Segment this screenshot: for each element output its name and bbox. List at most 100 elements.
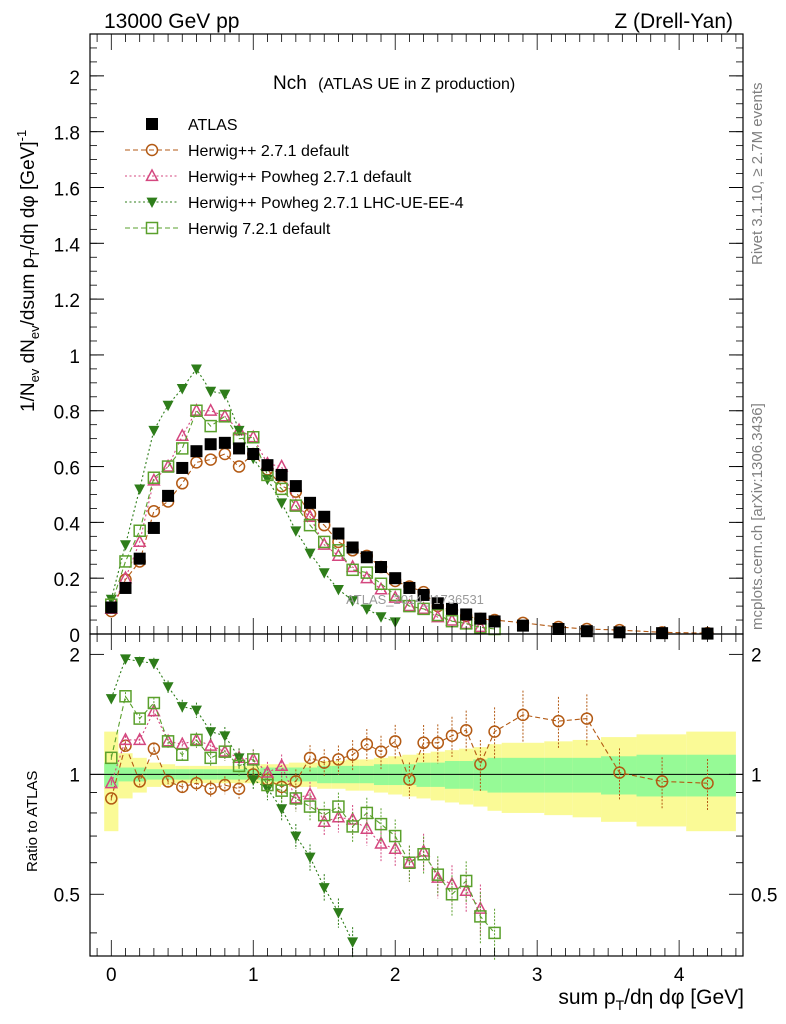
ratio-point-herwig-2-7-1-default xyxy=(374,745,388,758)
point-herwig-powheg-2-7-1-lhc-ue-ee-4 xyxy=(332,584,344,596)
ratio-point-herwig-powheg-2-7-1-default xyxy=(246,751,260,765)
point-atlas xyxy=(289,480,302,493)
ratio-point-herwig-powheg-2-7-1-lhc-ue-ee-4 xyxy=(332,908,344,919)
header-left: 13000 GeV pp xyxy=(104,10,239,33)
ratio-point-herwig-powheg-2-7-1-default xyxy=(274,758,289,772)
ratio-point-herwig-7-2-1-default xyxy=(190,733,203,747)
point-herwig-7-2-1-default xyxy=(133,524,146,537)
ratio-point-herwig-2-7-1-default xyxy=(655,775,669,788)
ratio-point-herwig-powheg-2-7-1-default xyxy=(147,703,161,717)
ratio-point-herwig-7-2-1-default xyxy=(303,800,317,813)
point-herwig-7-2-1-default xyxy=(176,442,189,455)
ratio-band-layer xyxy=(90,731,743,832)
ratio-point-herwig-powheg-2-7-1-default xyxy=(402,855,417,868)
point-atlas xyxy=(119,581,132,594)
ratio-point-herwig-7-2-1-default xyxy=(445,888,459,901)
ratio-line-herwig-powheg-2-7-1-default xyxy=(110,709,481,910)
series-line-herwig-2-7-1-default xyxy=(110,453,708,634)
point-herwig-powheg-2-7-1-lhc-ue-ee-4 xyxy=(176,384,188,395)
point-atlas xyxy=(176,461,189,474)
point-herwig-powheg-2-7-1-default xyxy=(416,601,431,615)
point-herwig-7-2-1-default xyxy=(360,566,374,579)
y-tick-label: 0 xyxy=(69,626,80,647)
ratio-point-herwig-2-7-1-default xyxy=(474,757,487,771)
point-herwig-2-7-1-default xyxy=(147,504,161,518)
point-herwig-powheg-2-7-1-lhc-ue-ee-4 xyxy=(162,400,174,412)
point-herwig-7-2-1-default xyxy=(218,410,232,423)
ratio-series-layer xyxy=(104,654,714,962)
ratio-point-herwig-powheg-2-7-1-default xyxy=(260,764,275,778)
point-herwig-powheg-2-7-1-default xyxy=(175,428,190,442)
ratio-point-herwig-2-7-1-default xyxy=(346,748,359,761)
chart-title-main: Nch xyxy=(273,73,307,94)
y-tick-label: 0.4 xyxy=(54,514,81,535)
legend-item-herwig-7-2-1-default: Herwig 7.2.1 default xyxy=(125,221,331,238)
point-atlas xyxy=(332,527,345,540)
point-atlas xyxy=(147,521,160,534)
legend-label: Herwig++ Powheg 2.7.1 LHC-UE-EE-4 xyxy=(188,195,464,212)
ratio-point-herwig-2-7-1-default xyxy=(303,751,317,765)
ratio-point-herwig-2-7-1-default xyxy=(147,742,161,755)
point-herwig-powheg-2-7-1-lhc-ue-ee-4 xyxy=(148,425,160,437)
ratio-point-herwig-powheg-2-7-1-lhc-ue-ee-4 xyxy=(233,753,245,764)
ratio-panel: 0 1 2 3 4 0.5 0.5 1 1 2 2 xyxy=(54,633,777,986)
ratio-point-herwig-7-2-1-default xyxy=(261,778,274,792)
point-herwig-powheg-2-7-1-default xyxy=(189,403,204,416)
ratio-point-herwig-7-2-1-default xyxy=(289,792,303,805)
ratio-line-herwig-2-7-1-default xyxy=(110,714,708,799)
ratio-point-herwig-2-7-1-default xyxy=(317,756,331,769)
ratio-point-herwig-2-7-1-default xyxy=(403,773,416,786)
ratio-point-herwig-7-2-1-default xyxy=(147,696,161,710)
point-atlas xyxy=(346,541,359,554)
point-herwig-powheg-2-7-1-lhc-ue-ee-4 xyxy=(276,498,288,509)
point-herwig-7-2-1-default xyxy=(374,577,388,591)
ratio-point-herwig-2-7-1-default xyxy=(417,736,430,750)
chart-title: Nch (ATLAS UE in Z production) xyxy=(273,73,515,94)
legend-label: ATLAS xyxy=(188,117,238,134)
ratio-point-herwig-2-7-1-default xyxy=(613,766,626,779)
y-tick-label: 0.6 xyxy=(54,459,80,480)
point-atlas xyxy=(375,561,388,574)
header-right: Z (Drell-Yan) xyxy=(614,10,733,33)
point-atlas xyxy=(247,448,260,460)
point-herwig-powheg-2-7-1-lhc-ue-ee-4 xyxy=(233,425,245,437)
x-tick-label: 4 xyxy=(674,965,685,986)
ratio-point-herwig-powheg-2-7-1-lhc-ue-ee-4 xyxy=(347,937,359,948)
point-atlas xyxy=(613,626,626,639)
ratio-point-herwig-powheg-2-7-1-lhc-ue-ee-4 xyxy=(119,654,131,665)
ratio-point-herwig-7-2-1-default xyxy=(176,748,189,761)
x-axis-label: sum pT/dη dφ [GeV] xyxy=(558,986,744,1013)
point-atlas xyxy=(233,442,246,455)
point-atlas xyxy=(460,608,473,621)
x-tick-label: 1 xyxy=(248,965,259,986)
chart-title-sub: (ATLAS UE in Z production) xyxy=(318,76,515,93)
point-herwig-7-2-1-default xyxy=(119,555,132,568)
legend-item-herwig-powheg-2-7-1-lhc-ue-ee-4: Herwig++ Powheg 2.7.1 LHC-UE-EE-4 xyxy=(125,195,464,212)
legend-label: Herwig++ 2.7.1 default xyxy=(188,143,350,160)
ratio-point-herwig-2-7-1-default xyxy=(133,775,146,788)
point-atlas xyxy=(552,622,565,635)
point-atlas xyxy=(304,496,317,509)
y-tick-label: 1.2 xyxy=(54,291,80,312)
ratio-point-herwig-powheg-2-7-1-default xyxy=(388,841,402,855)
ratio-y-axis-label: Ratio to ATLAS xyxy=(24,771,41,872)
point-atlas xyxy=(474,612,487,625)
ratio-point-herwig-7-2-1-default xyxy=(360,806,374,820)
point-herwig-2-7-1-default xyxy=(232,460,246,473)
point-herwig-7-2-1-default xyxy=(147,471,161,484)
ratio-point-herwig-7-2-1-default xyxy=(374,817,388,831)
band-inner xyxy=(544,757,573,793)
ratio-point-herwig-2-7-1-default xyxy=(388,735,402,748)
ratio-point-herwig-7-2-1-default xyxy=(133,712,146,725)
ratio-point-herwig-7-2-1-default xyxy=(474,910,487,923)
legend-marker xyxy=(146,118,158,130)
point-herwig-7-2-1-default xyxy=(204,419,217,433)
ratio-point-herwig-7-2-1-default xyxy=(332,800,345,813)
y-tick-label: 1.8 xyxy=(54,124,80,145)
ratio-point-herwig-7-2-1-default xyxy=(105,751,118,765)
point-atlas xyxy=(516,619,529,632)
point-atlas xyxy=(204,438,217,451)
point-herwig-powheg-2-7-1-default xyxy=(289,497,303,511)
point-herwig-powheg-2-7-1-default xyxy=(303,509,317,522)
